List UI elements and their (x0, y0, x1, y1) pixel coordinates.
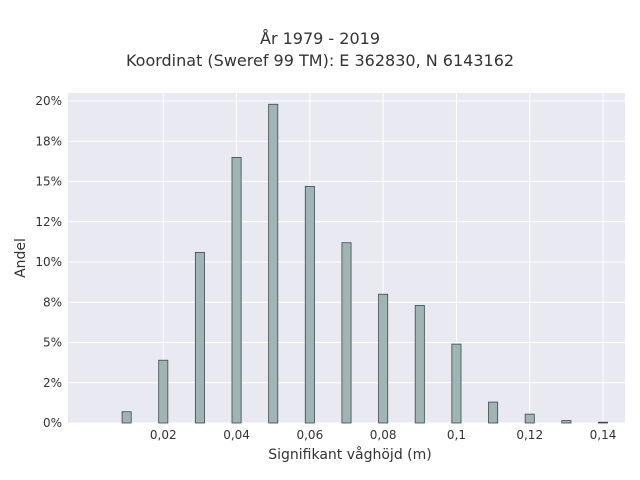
histogram-bar (341, 242, 352, 424)
x-tick-label: 0,02 (150, 428, 177, 442)
y-tick-label: 2% (43, 376, 62, 390)
histogram-bar (121, 411, 132, 424)
y-tick-label: 10% (35, 255, 62, 269)
histogram-bar (524, 413, 535, 424)
histogram-bar (414, 305, 425, 424)
y-tick-label: 12% (35, 215, 62, 229)
chart-title: År 1979 - 2019 (260, 29, 380, 48)
histogram-bar (194, 251, 205, 424)
y-tick-label: 20% (35, 94, 62, 108)
histogram-bar (304, 185, 315, 424)
x-tick-label: 0,06 (296, 428, 323, 442)
histogram-bar (561, 420, 572, 424)
y-tick-label: 0% (43, 416, 62, 430)
y-axis-label: Andel (13, 238, 29, 278)
y-tick-label: 5% (43, 336, 62, 350)
y-tick-label: 15% (35, 175, 62, 189)
x-tick-label: 0,08 (370, 428, 397, 442)
x-axis-label: Signifikant våghöjd (m) (268, 447, 432, 463)
x-tick-label: 0,12 (516, 428, 543, 442)
y-tick-label: 18% (35, 134, 62, 148)
histogram-bar (488, 401, 499, 424)
histogram-bar (231, 156, 242, 424)
histogram-bar (158, 359, 169, 424)
histogram-bar (598, 421, 608, 424)
y-tick-label: 8% (43, 295, 62, 309)
histogram-bar (451, 343, 462, 424)
x-tick-label: 0,04 (223, 428, 250, 442)
chart-subtitle: Koordinat (Sweref 99 TM): E 362830, N 61… (125, 51, 515, 70)
x-tick-label: 0,1 (447, 428, 466, 442)
histogram-bar (378, 293, 389, 424)
x-tick-label: 0,14 (590, 428, 617, 442)
histogram-bar (268, 103, 279, 424)
